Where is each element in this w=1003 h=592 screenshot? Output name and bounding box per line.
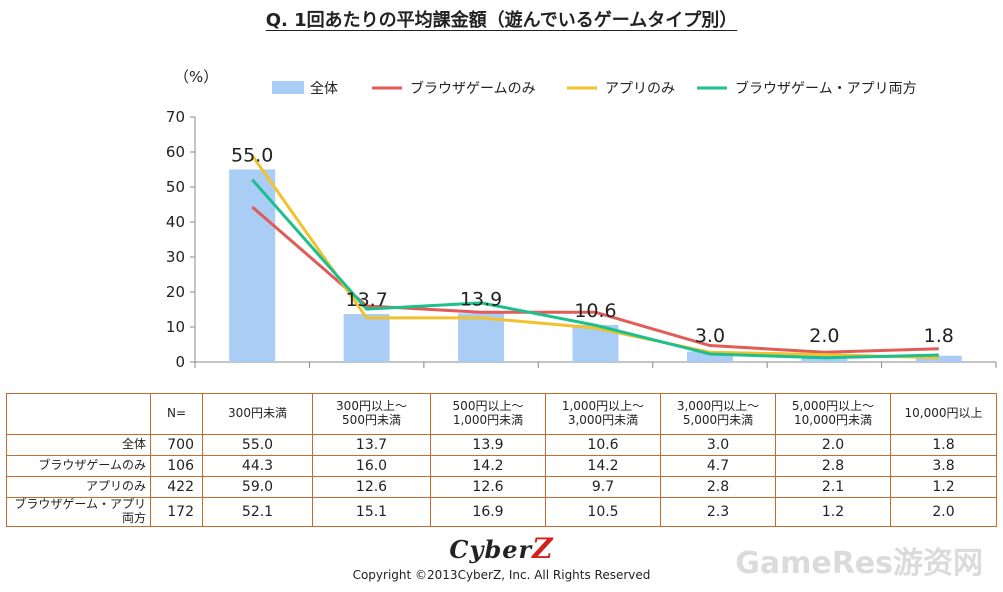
table-row: アプリのみ 422 59.0 12.6 12.6 9.7 2.8 2.1 1.2: [6, 476, 997, 498]
table-cell: 3.0: [660, 434, 776, 456]
row-label: アプリのみ: [6, 476, 151, 498]
bar-4: [686, 351, 733, 362]
table-cell: 2.8: [775, 455, 891, 477]
data-label-3: 10.6: [574, 300, 616, 322]
data-label-4: 3.0: [695, 325, 725, 347]
legend-swatch-0: [272, 81, 304, 94]
table-header-cell: 5,000円以上～ 10,000円未満: [775, 393, 891, 435]
table-header-cell: 3,000円以上～ 5,000円未満: [660, 393, 776, 435]
chart-title: Q. 1回あたりの平均課金額（遊んでいるゲームタイプ別）: [265, 10, 738, 31]
y-tick-label-4: 40: [166, 213, 185, 231]
table-cell: 1.8: [890, 434, 997, 456]
table-header-cell: 300円以上～ 500円未満: [312, 393, 431, 435]
legend-label-0: 全体: [310, 80, 338, 97]
table-header-row: N= 300円未満 300円以上～ 500円未満 500円以上～ 1,000円未満 1,00…: [6, 393, 997, 435]
data-label-5: 2.0: [809, 325, 839, 347]
table-cell: 14.2: [430, 455, 546, 477]
table-row: 全体 700 55.0 13.7 13.9 10.6 3.0 2.0 1.8: [6, 434, 997, 456]
row-n: 106: [150, 455, 203, 477]
table-header-cell: 10,000円以上: [890, 393, 997, 435]
legend-label-2: アプリのみ: [605, 81, 675, 97]
table-header-cell: 1,000円以上～ 3,000円未満: [545, 393, 661, 435]
table-cell: 14.2: [545, 455, 661, 477]
table-cell: 9.7: [545, 476, 661, 498]
table-cell: 1.2: [775, 497, 891, 527]
table-cell: 10.6: [545, 434, 661, 456]
y-tick-label-2: 20: [166, 283, 185, 301]
row-n: 422: [150, 476, 203, 498]
table-cell: 12.6: [430, 476, 546, 498]
table-cell: 55.0: [202, 434, 313, 456]
table-cell: 15.1: [312, 497, 431, 527]
table-cell: 2.0: [890, 497, 997, 527]
table-header-cell: 300円未満: [202, 393, 313, 435]
bar-0: [229, 169, 276, 362]
watermark: GameRes游资网: [735, 546, 983, 581]
table-cell: 44.3: [202, 455, 313, 477]
table-cell: 13.9: [430, 434, 546, 456]
data-label-1: 13.7: [345, 289, 387, 311]
table-row: ブラウザゲーム・アプリ両方 172 52.1 15.1 16.9 10.5 2.3 1.2 2.…: [6, 497, 997, 527]
data-label-2: 13.9: [460, 288, 502, 310]
table-cell: 52.1: [202, 497, 313, 527]
series-line-1: [250, 154, 939, 360]
legend-label-1: ブラウザゲームのみ: [410, 80, 536, 97]
y-tick-label-3: 30: [166, 248, 185, 266]
bar-1: [343, 314, 390, 362]
table-header-cell: [6, 393, 151, 435]
table-cell: 2.3: [660, 497, 776, 527]
y-unit-label: （%）: [174, 68, 218, 86]
table-cell: 1.2: [890, 476, 997, 498]
row-label: ブラウザゲームのみ: [6, 455, 151, 477]
data-table: N= 300円未満 300円以上～ 500円未満 500円以上～ 1,000円未満 1,00…: [6, 393, 997, 527]
table-header-cell: 500円以上～ 1,000円未満: [430, 393, 546, 435]
data-label-6: 1.8: [924, 325, 954, 347]
table-cell: 12.6: [312, 476, 431, 498]
table-cell: 2.0: [775, 434, 891, 456]
series-line-2: [251, 178, 939, 360]
table-cell: 3.8: [890, 455, 997, 477]
copyright-text: Copyright ©2013CyberZ, Inc. All Rights R…: [352, 568, 651, 582]
y-tick-label-7: 70: [166, 108, 185, 126]
data-label-0: 55.0: [231, 145, 273, 167]
row-n: 700: [150, 434, 203, 456]
table-cell: 16.0: [312, 455, 431, 477]
table-header-cell: N=: [150, 393, 203, 435]
chart: （%） 0 10 20 30 40 50 60 70 55.0 13.7 13.9 10.6 3.0 2.0…: [166, 68, 997, 371]
series-line-0: [251, 205, 939, 354]
row-label: ブラウザゲーム・アプリ両方: [6, 497, 151, 527]
row-n: 172: [150, 497, 203, 527]
bar-2: [458, 313, 505, 362]
cyberz-logo: CyberZ: [449, 532, 554, 565]
table-cell: 2.8: [660, 476, 776, 498]
legend-label-3: ブラウザゲーム・アプリ両方: [735, 80, 917, 97]
bar-6: [915, 355, 962, 362]
y-tick-label-5: 50: [166, 178, 185, 196]
table-cell: 13.7: [312, 434, 431, 456]
table-cell: 16.9: [430, 497, 546, 527]
row-label: 全体: [6, 434, 151, 456]
table-cell: 2.1: [775, 476, 891, 498]
table-row: ブラウザゲームのみ 106 44.3 16.0 14.2 14.2 4.7 2.8 3.8: [6, 455, 997, 477]
y-tick-label-1: 10: [166, 318, 185, 336]
table-cell: 4.7: [660, 455, 776, 477]
table-cell: 10.5: [545, 497, 661, 527]
y-tick-label-0: 0: [175, 353, 185, 371]
table-cell: 59.0: [202, 476, 313, 498]
y-tick-label-6: 60: [166, 143, 185, 161]
